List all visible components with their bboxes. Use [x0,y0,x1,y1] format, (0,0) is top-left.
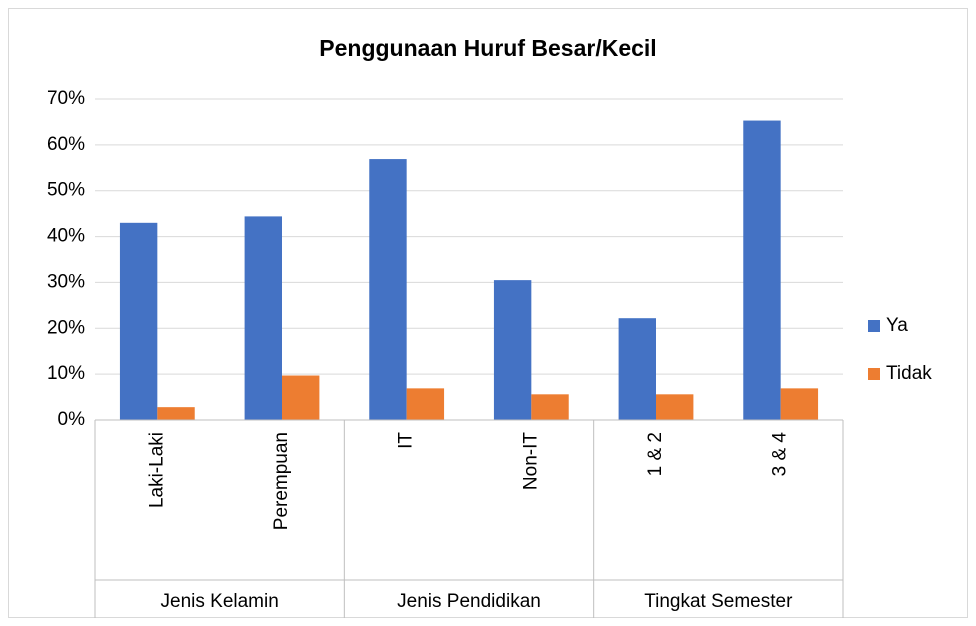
legend-swatch [868,368,880,380]
y-tick-label: 0% [58,409,86,430]
y-tick-label: 50% [47,180,85,201]
bar [119,222,158,420]
x-tick-label: Perempuan [271,432,292,530]
y-tick-label: 10% [47,363,85,384]
group-label: Jenis Kelamin [161,591,279,612]
y-tick-label: 30% [47,271,85,292]
y-tick-label: 20% [47,317,85,338]
group-label: Tingkat Semester [644,591,793,612]
bar [656,394,694,420]
bar [780,388,819,420]
bar [244,216,282,420]
x-tick-label: IT [396,432,417,449]
bar [406,388,445,420]
x-tick-label: Laki-Laki [146,432,167,508]
chart-border [8,8,968,618]
legend-label: Tidak [886,363,932,384]
x-tick-label: Non-IT [520,432,541,490]
legend-swatch [868,320,880,332]
chart-title: Penggunaan Huruf Besar/Kecil [319,35,656,61]
bar [618,318,656,420]
bar [157,407,195,420]
y-tick-label: 60% [47,134,85,155]
bar [743,120,781,420]
x-tick-label: 1 & 2 [645,432,666,476]
bar [493,280,532,420]
group-label: Jenis Pendidikan [397,591,541,612]
x-tick-label: 3 & 4 [770,432,791,477]
legend-label: Ya [886,315,908,336]
bar [531,394,569,420]
y-tick-label: 70% [47,88,85,109]
bar [369,159,407,420]
y-tick-label: 40% [47,226,85,247]
bar [282,375,320,420]
